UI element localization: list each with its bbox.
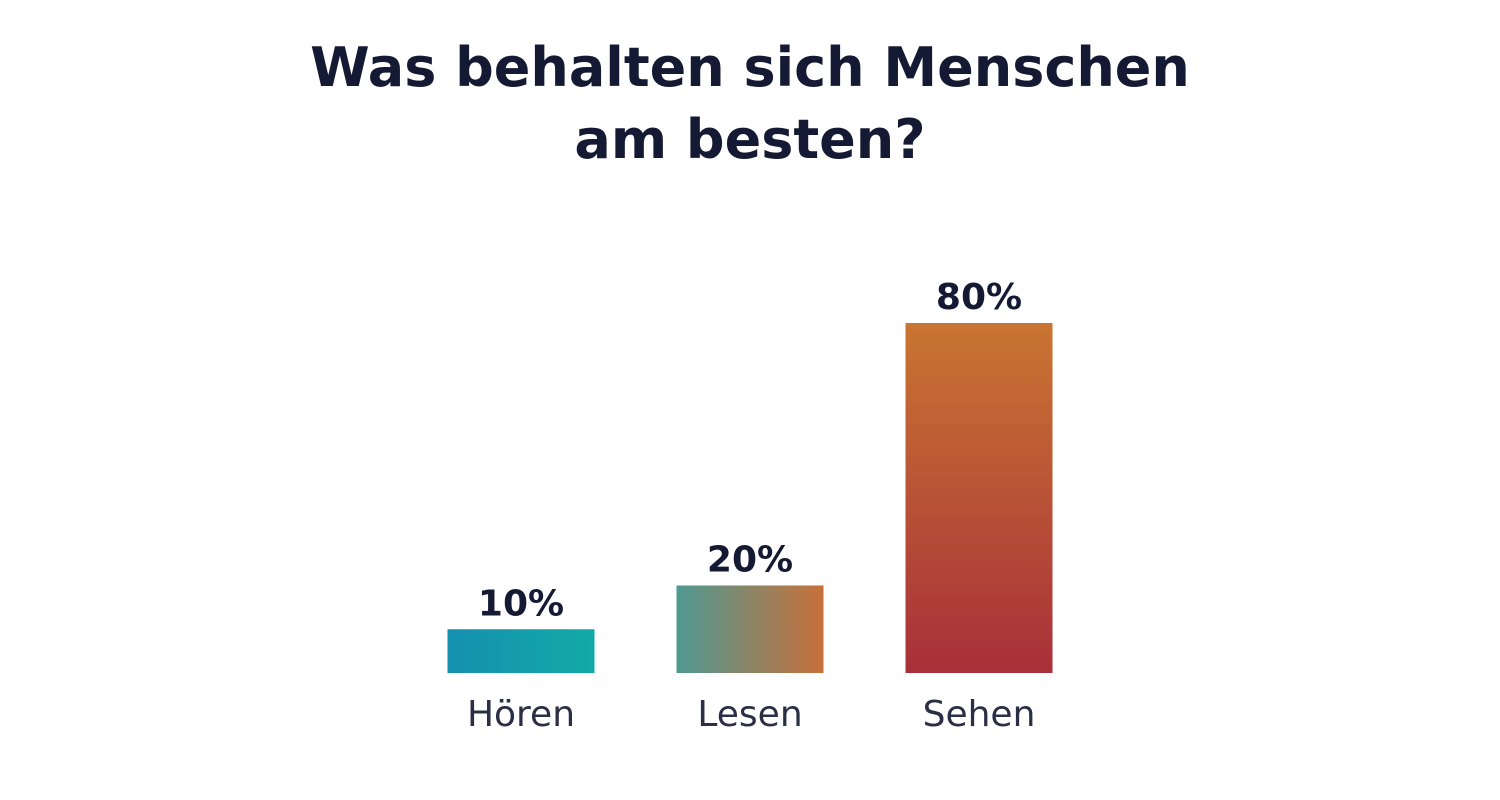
bar-sehen xyxy=(905,323,1053,673)
category-label-lesen: Lesen xyxy=(697,694,802,735)
value-label-lesen: 20% xyxy=(707,540,793,581)
category-label-hoeren: Hören xyxy=(467,694,575,735)
chart-title-line-1: Was behalten sich Menschen xyxy=(310,36,1190,99)
chart-title: Was behalten sich Menschen am besten? xyxy=(0,32,1500,176)
chart-title-line-2: am besten? xyxy=(574,108,926,171)
bars-group xyxy=(447,323,1053,673)
bar-lesen xyxy=(676,585,824,673)
labels-group: 10% Hören 20% Lesen 80% Sehen xyxy=(467,277,1035,735)
bar-hoeren xyxy=(447,629,595,673)
value-label-sehen: 80% xyxy=(936,277,1022,318)
category-label-sehen: Sehen xyxy=(923,694,1036,735)
value-label-hoeren: 10% xyxy=(478,583,564,624)
